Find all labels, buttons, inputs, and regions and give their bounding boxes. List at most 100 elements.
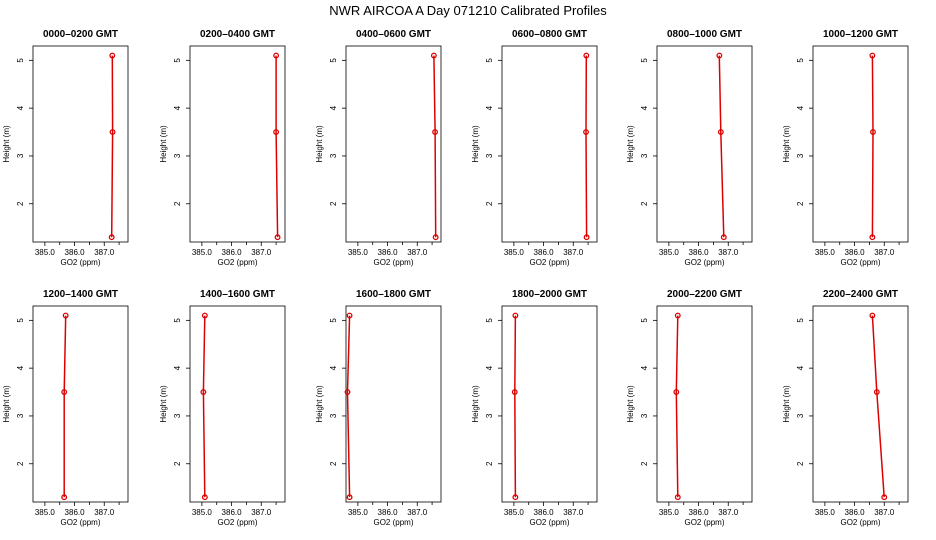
profile-point xyxy=(61,494,68,501)
x-tick-label: 387.0 xyxy=(874,248,895,257)
x-tick-label: 385.0 xyxy=(35,248,56,257)
plot-frame xyxy=(501,45,598,243)
panel-title: 0600–0800 GMT xyxy=(512,29,587,40)
x-tick-label: 386.0 xyxy=(378,508,399,517)
profile-point xyxy=(512,312,519,319)
profile-point xyxy=(717,129,724,135)
panel-title: 0400–0600 GMT xyxy=(356,29,431,40)
x-tick-label: 385.0 xyxy=(815,248,836,257)
y-axis-label: Height (m) xyxy=(2,125,11,163)
x-tick-label: 387.0 xyxy=(407,508,428,517)
profile-line xyxy=(275,55,279,238)
x-tick-label: 386.0 xyxy=(378,248,399,257)
figure-title: NWR AIRCOA A Day 071210 Calibrated Profi… xyxy=(329,3,607,18)
y-tick-label: 5 xyxy=(796,58,805,63)
profile-point xyxy=(673,389,680,395)
x-tick-label: 385.0 xyxy=(192,248,213,257)
y-tick-label: 4 xyxy=(796,365,805,370)
x-tick-label: 385.0 xyxy=(35,508,56,517)
panel-title: 1600–1800 GMT xyxy=(356,289,431,300)
y-axis-label: Height (m) xyxy=(626,385,635,423)
y-tick-label: 5 xyxy=(173,58,182,63)
profile-point xyxy=(674,312,681,319)
profile-line xyxy=(514,315,517,498)
profile-point xyxy=(583,129,589,135)
profile-line xyxy=(585,55,588,238)
y-tick-label: 2 xyxy=(640,201,649,206)
profile-line xyxy=(718,55,725,238)
y-tick-label: 2 xyxy=(485,201,494,206)
y-tick-label: 5 xyxy=(173,318,182,323)
profile-point xyxy=(201,312,208,319)
profile-point xyxy=(873,389,880,395)
panel-title: 1400–1600 GMT xyxy=(200,289,275,300)
plot-frame xyxy=(345,45,442,243)
x-tick-label: 387.0 xyxy=(407,248,428,257)
y-tick-label: 4 xyxy=(16,365,25,370)
profile-point xyxy=(108,234,115,241)
panel-title: 0000–0200 GMT xyxy=(43,29,118,40)
y-tick-label: 5 xyxy=(16,58,25,63)
x-tick-label: 386.0 xyxy=(689,248,710,257)
y-tick-label: 3 xyxy=(16,413,25,418)
y-tick-label: 4 xyxy=(329,365,338,370)
profile-point xyxy=(109,52,116,59)
profile-point xyxy=(346,494,353,501)
profile-point xyxy=(870,129,876,135)
y-tick-label: 3 xyxy=(485,413,494,418)
profile-point xyxy=(201,494,208,501)
profile-point xyxy=(869,234,876,241)
y-tick-label: 4 xyxy=(485,365,494,370)
y-tick-label: 5 xyxy=(329,58,338,63)
y-tick-label: 2 xyxy=(16,201,25,206)
x-tick-label: 385.0 xyxy=(348,248,369,257)
panel-title: 0200–0400 GMT xyxy=(200,29,275,40)
x-axis-label: GO2 (ppm) xyxy=(60,258,100,267)
panel-title: 1200–1400 GMT xyxy=(43,289,118,300)
y-axis-label: Height (m) xyxy=(159,125,168,163)
y-tick-label: 5 xyxy=(329,318,338,323)
plot-frame xyxy=(189,45,286,243)
y-tick-label: 3 xyxy=(16,153,25,158)
y-tick-label: 2 xyxy=(173,201,182,206)
y-tick-label: 3 xyxy=(485,153,494,158)
y-tick-label: 4 xyxy=(796,105,805,110)
panel-title: 1000–1200 GMT xyxy=(823,29,898,40)
y-tick-label: 3 xyxy=(329,153,338,158)
x-tick-label: 385.0 xyxy=(659,508,680,517)
y-tick-label: 4 xyxy=(173,105,182,110)
y-tick-label: 4 xyxy=(329,105,338,110)
x-axis-label: GO2 (ppm) xyxy=(373,518,413,527)
x-axis-label: GO2 (ppm) xyxy=(840,258,880,267)
x-tick-label: 386.0 xyxy=(534,508,555,517)
y-axis-label: Height (m) xyxy=(471,125,480,163)
profile-point xyxy=(200,389,207,395)
y-tick-label: 3 xyxy=(796,153,805,158)
y-tick-label: 4 xyxy=(485,105,494,110)
x-axis-label: GO2 (ppm) xyxy=(684,258,724,267)
y-tick-label: 2 xyxy=(796,461,805,466)
y-tick-label: 5 xyxy=(16,318,25,323)
profile-line xyxy=(63,315,67,498)
x-axis-label: GO2 (ppm) xyxy=(529,518,569,527)
profile-point xyxy=(62,312,69,319)
x-tick-label: 387.0 xyxy=(94,248,115,257)
x-tick-label: 386.0 xyxy=(534,248,555,257)
x-tick-label: 385.0 xyxy=(504,508,525,517)
x-tick-label: 387.0 xyxy=(718,248,739,257)
y-tick-label: 3 xyxy=(173,413,182,418)
x-axis-label: GO2 (ppm) xyxy=(529,258,569,267)
y-tick-label: 3 xyxy=(640,413,649,418)
x-axis-label: GO2 (ppm) xyxy=(217,518,257,527)
x-tick-label: 387.0 xyxy=(251,248,272,257)
profile-point xyxy=(720,234,727,241)
y-tick-label: 5 xyxy=(485,318,494,323)
